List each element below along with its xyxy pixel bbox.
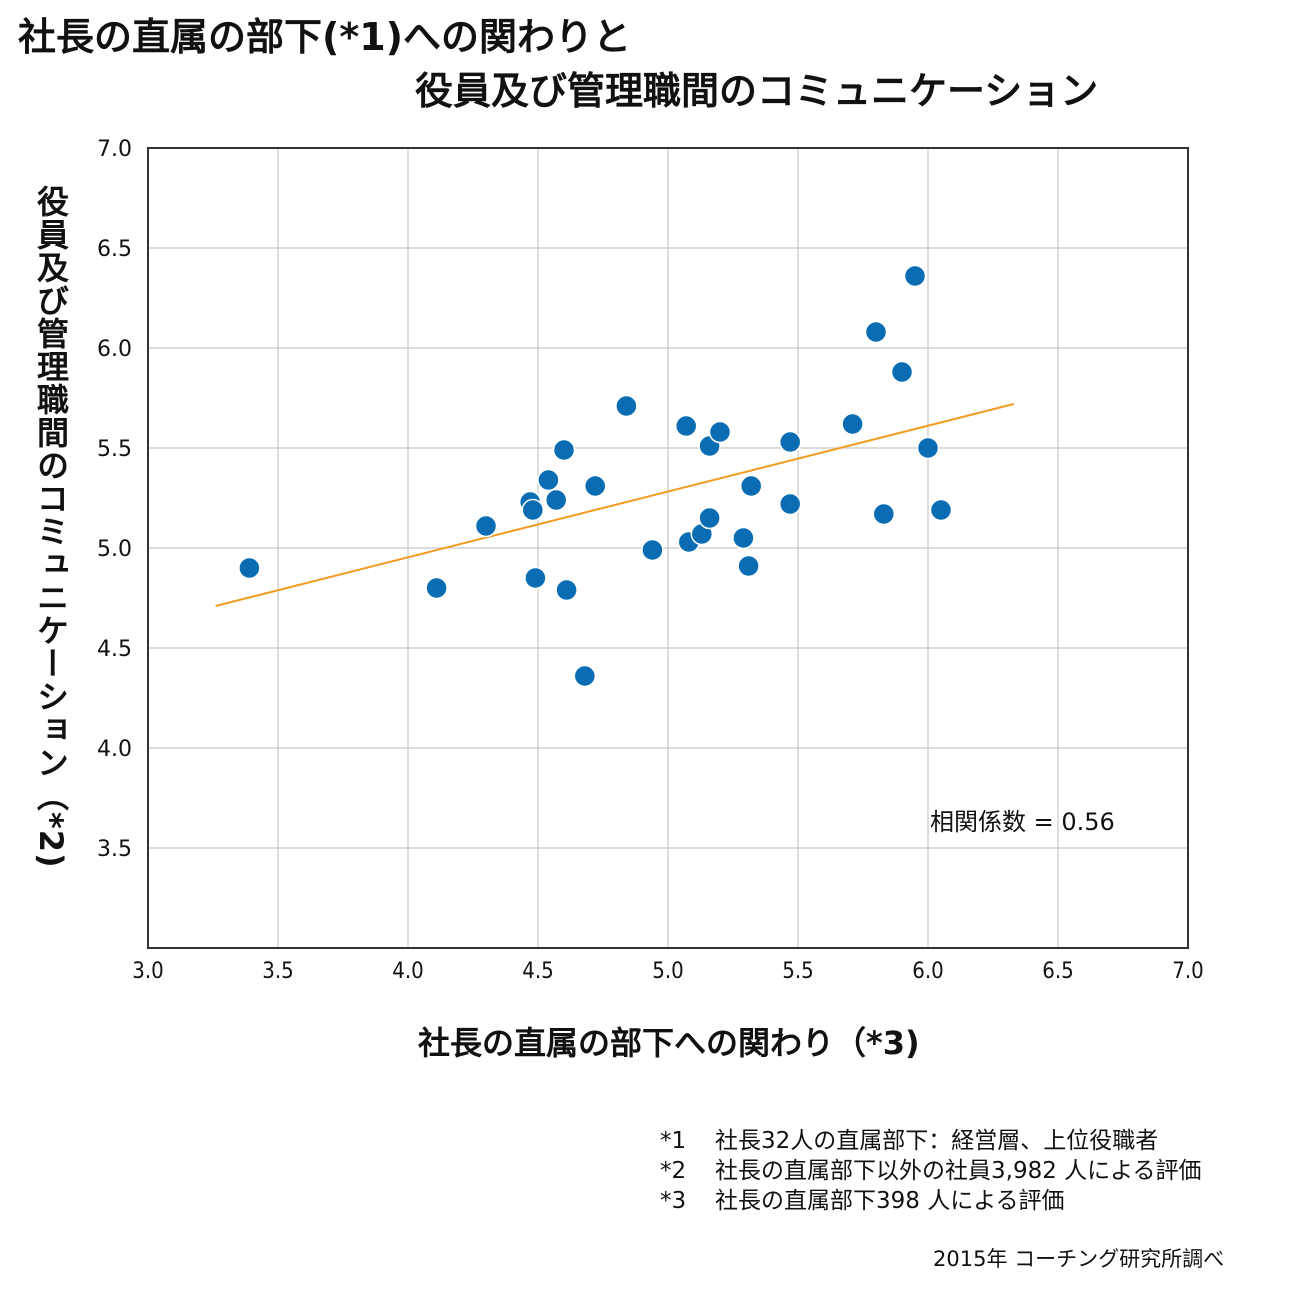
scatter-chart: 3.0 3.5 4.0 4.5 5.0 5.5 6.0 6.5 7.0 3.5 4.0 4.5 5.0 5… <box>97 137 1204 984</box>
data-point <box>573 664 597 688</box>
x-tick-label: 3.5 <box>262 959 293 984</box>
chart-title-line-1: 社長の直属の部下(*1)への関わりと <box>18 15 632 59</box>
trend-line-group <box>215 403 1015 607</box>
data-point <box>521 498 545 522</box>
y-axis-label: 役員及び管理職間のコミュニケーション（*2) <box>32 185 70 869</box>
data-point <box>732 526 755 550</box>
tick-labels: 3.0 3.5 4.0 4.5 5.0 5.5 6.0 6.5 7.0 3.5 4.0 4.5 5.0 5… <box>97 137 1204 984</box>
footnote-3: *3 社長の直属部下398 人による評価 <box>660 1186 1201 1216</box>
footnote-text: 社長の直属部下398 人による評価 <box>715 1188 1065 1214</box>
x-tick-label: 4.5 <box>522 959 553 984</box>
x-tick-label: 3.0 <box>132 959 163 984</box>
source-credit: 2015年 コーチング研究所調べ <box>933 1247 1225 1271</box>
data-point <box>583 474 607 498</box>
footnote-text: 社長の直属部下以外の社員3,982 人による評価 <box>715 1158 1202 1184</box>
x-tick-label: 4.0 <box>392 959 423 984</box>
data-point <box>708 420 732 444</box>
data-points <box>238 264 953 688</box>
data-point <box>737 554 760 578</box>
data-point <box>778 492 802 516</box>
data-point <box>674 414 698 438</box>
data-point <box>474 514 498 538</box>
data-point <box>555 578 578 602</box>
data-point <box>739 474 763 498</box>
y-tick-label: 3.5 <box>97 837 132 862</box>
data-point <box>552 438 576 462</box>
y-tick-label: 6.0 <box>97 337 132 362</box>
footnotes: *1 社長32人の直属部下：経営層、上位役職者 *2 社長の直属部下以外の社員3… <box>660 1126 1201 1216</box>
y-tick-label: 5.0 <box>97 537 132 562</box>
data-point <box>641 538 664 562</box>
chart-title-line-2: 役員及び管理職間のコミュニケーション <box>415 69 1099 113</box>
data-point <box>615 394 638 418</box>
data-point <box>544 488 568 512</box>
x-tick-label: 6.5 <box>1042 959 1073 984</box>
footnote-2: *2 社長の直属部下以外の社員3,982 人による評価 <box>660 1156 1201 1186</box>
y-tick-label: 5.5 <box>97 437 132 462</box>
data-point <box>778 430 802 454</box>
data-point <box>890 360 914 384</box>
data-point <box>841 412 864 436</box>
footnote-mark: *3 <box>660 1188 687 1214</box>
data-point <box>864 320 888 344</box>
footnote-mark: *1 <box>660 1128 687 1154</box>
footnote-1: *1 社長32人の直属部下：経営層、上位役職者 <box>660 1126 1201 1156</box>
y-tick-label: 4.5 <box>97 637 132 662</box>
plot-frame <box>147 147 1189 949</box>
data-point <box>425 576 448 600</box>
footnote-mark: *2 <box>660 1158 687 1184</box>
grid <box>148 148 1188 948</box>
data-point <box>916 436 940 460</box>
y-tick-label: 4.0 <box>97 737 132 762</box>
trend-line <box>215 403 1015 607</box>
data-point <box>698 506 721 530</box>
data-point <box>524 566 547 590</box>
data-point <box>238 556 261 580</box>
data-point <box>929 498 953 522</box>
correlation-annotation: 相関係数 = 0.56 <box>930 808 1115 836</box>
data-point <box>537 468 560 492</box>
y-tick-label: 7.0 <box>97 137 132 162</box>
x-tick-label: 6.0 <box>912 959 943 984</box>
footnote-text: 社長32人の直属部下：経営層、上位役職者 <box>715 1128 1159 1154</box>
data-point <box>872 502 896 526</box>
x-axis-label: 社長の直属の部下への関わり（*3) <box>418 1024 920 1062</box>
y-tick-label: 6.5 <box>97 237 132 262</box>
data-point <box>903 264 927 288</box>
x-tick-label: 5.0 <box>652 959 683 984</box>
x-tick-label: 7.0 <box>1172 959 1203 984</box>
x-tick-label: 5.5 <box>782 959 813 984</box>
